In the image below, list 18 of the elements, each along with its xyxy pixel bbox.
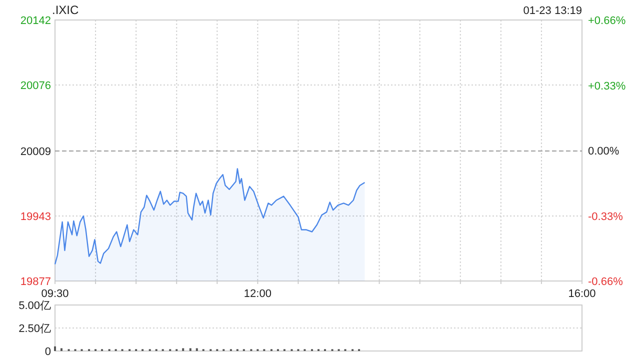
x-tick-label: 09:30 — [41, 288, 69, 300]
y2-tick-label: -0.33% — [588, 210, 624, 223]
y-tick-label: 19943 — [20, 210, 51, 223]
y-tick-label: 2.50亿 — [18, 323, 51, 335]
y-tick-label: 19877 — [20, 276, 51, 288]
y2-tick-label: -0.66% — [588, 276, 624, 288]
y2-tick-label: 0.00% — [588, 146, 620, 158]
y-tick-label: 0 — [44, 346, 51, 358]
chart-title: .IXIC — [52, 3, 80, 17]
y-tick-label: 20076 — [20, 80, 51, 92]
chart-subtitle: 01-23 13:19 — [523, 5, 582, 17]
y2-tick-label: +0.33% — [588, 80, 626, 92]
y-tick-label: 20142 — [20, 15, 51, 27]
y-tick-label: 5.00亿 — [18, 300, 51, 312]
y-tick-label: 20009 — [20, 146, 51, 158]
x-tick-label: 16:00 — [568, 288, 596, 300]
x-tick-label: 12:00 — [244, 288, 272, 300]
y2-tick-label: +0.66% — [588, 15, 626, 27]
